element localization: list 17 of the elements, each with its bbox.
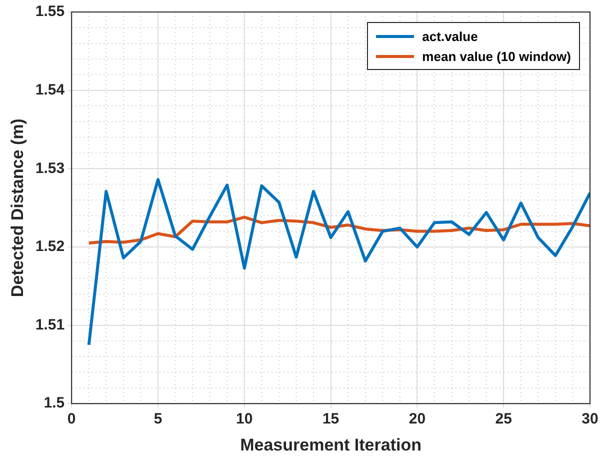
x-axis-title: Measurement Iteration bbox=[240, 435, 422, 454]
y-tick-label: 1.5 bbox=[44, 394, 65, 412]
legend-label: act.value bbox=[422, 28, 478, 44]
x-tick-label: 0 bbox=[67, 410, 76, 428]
x-tick-label: 25 bbox=[495, 410, 512, 428]
y-tick-label: 1.51 bbox=[35, 316, 65, 334]
x-tick-label: 15 bbox=[322, 410, 340, 428]
y-tick-label: 1.52 bbox=[35, 238, 65, 256]
x-tick-label: 5 bbox=[154, 410, 162, 428]
y-tick-label: 1.55 bbox=[35, 3, 65, 20]
y-tick-label: 1.54 bbox=[35, 81, 66, 98]
x-tick-label: 10 bbox=[236, 410, 253, 428]
y-tick-label: 1.53 bbox=[35, 160, 65, 177]
legend-label: mean value (10 window) bbox=[422, 48, 571, 64]
y-axis-title: Detected Distance (m) bbox=[8, 118, 27, 298]
x-tick-label: 30 bbox=[582, 410, 598, 428]
x-tick-label: 20 bbox=[408, 410, 426, 428]
